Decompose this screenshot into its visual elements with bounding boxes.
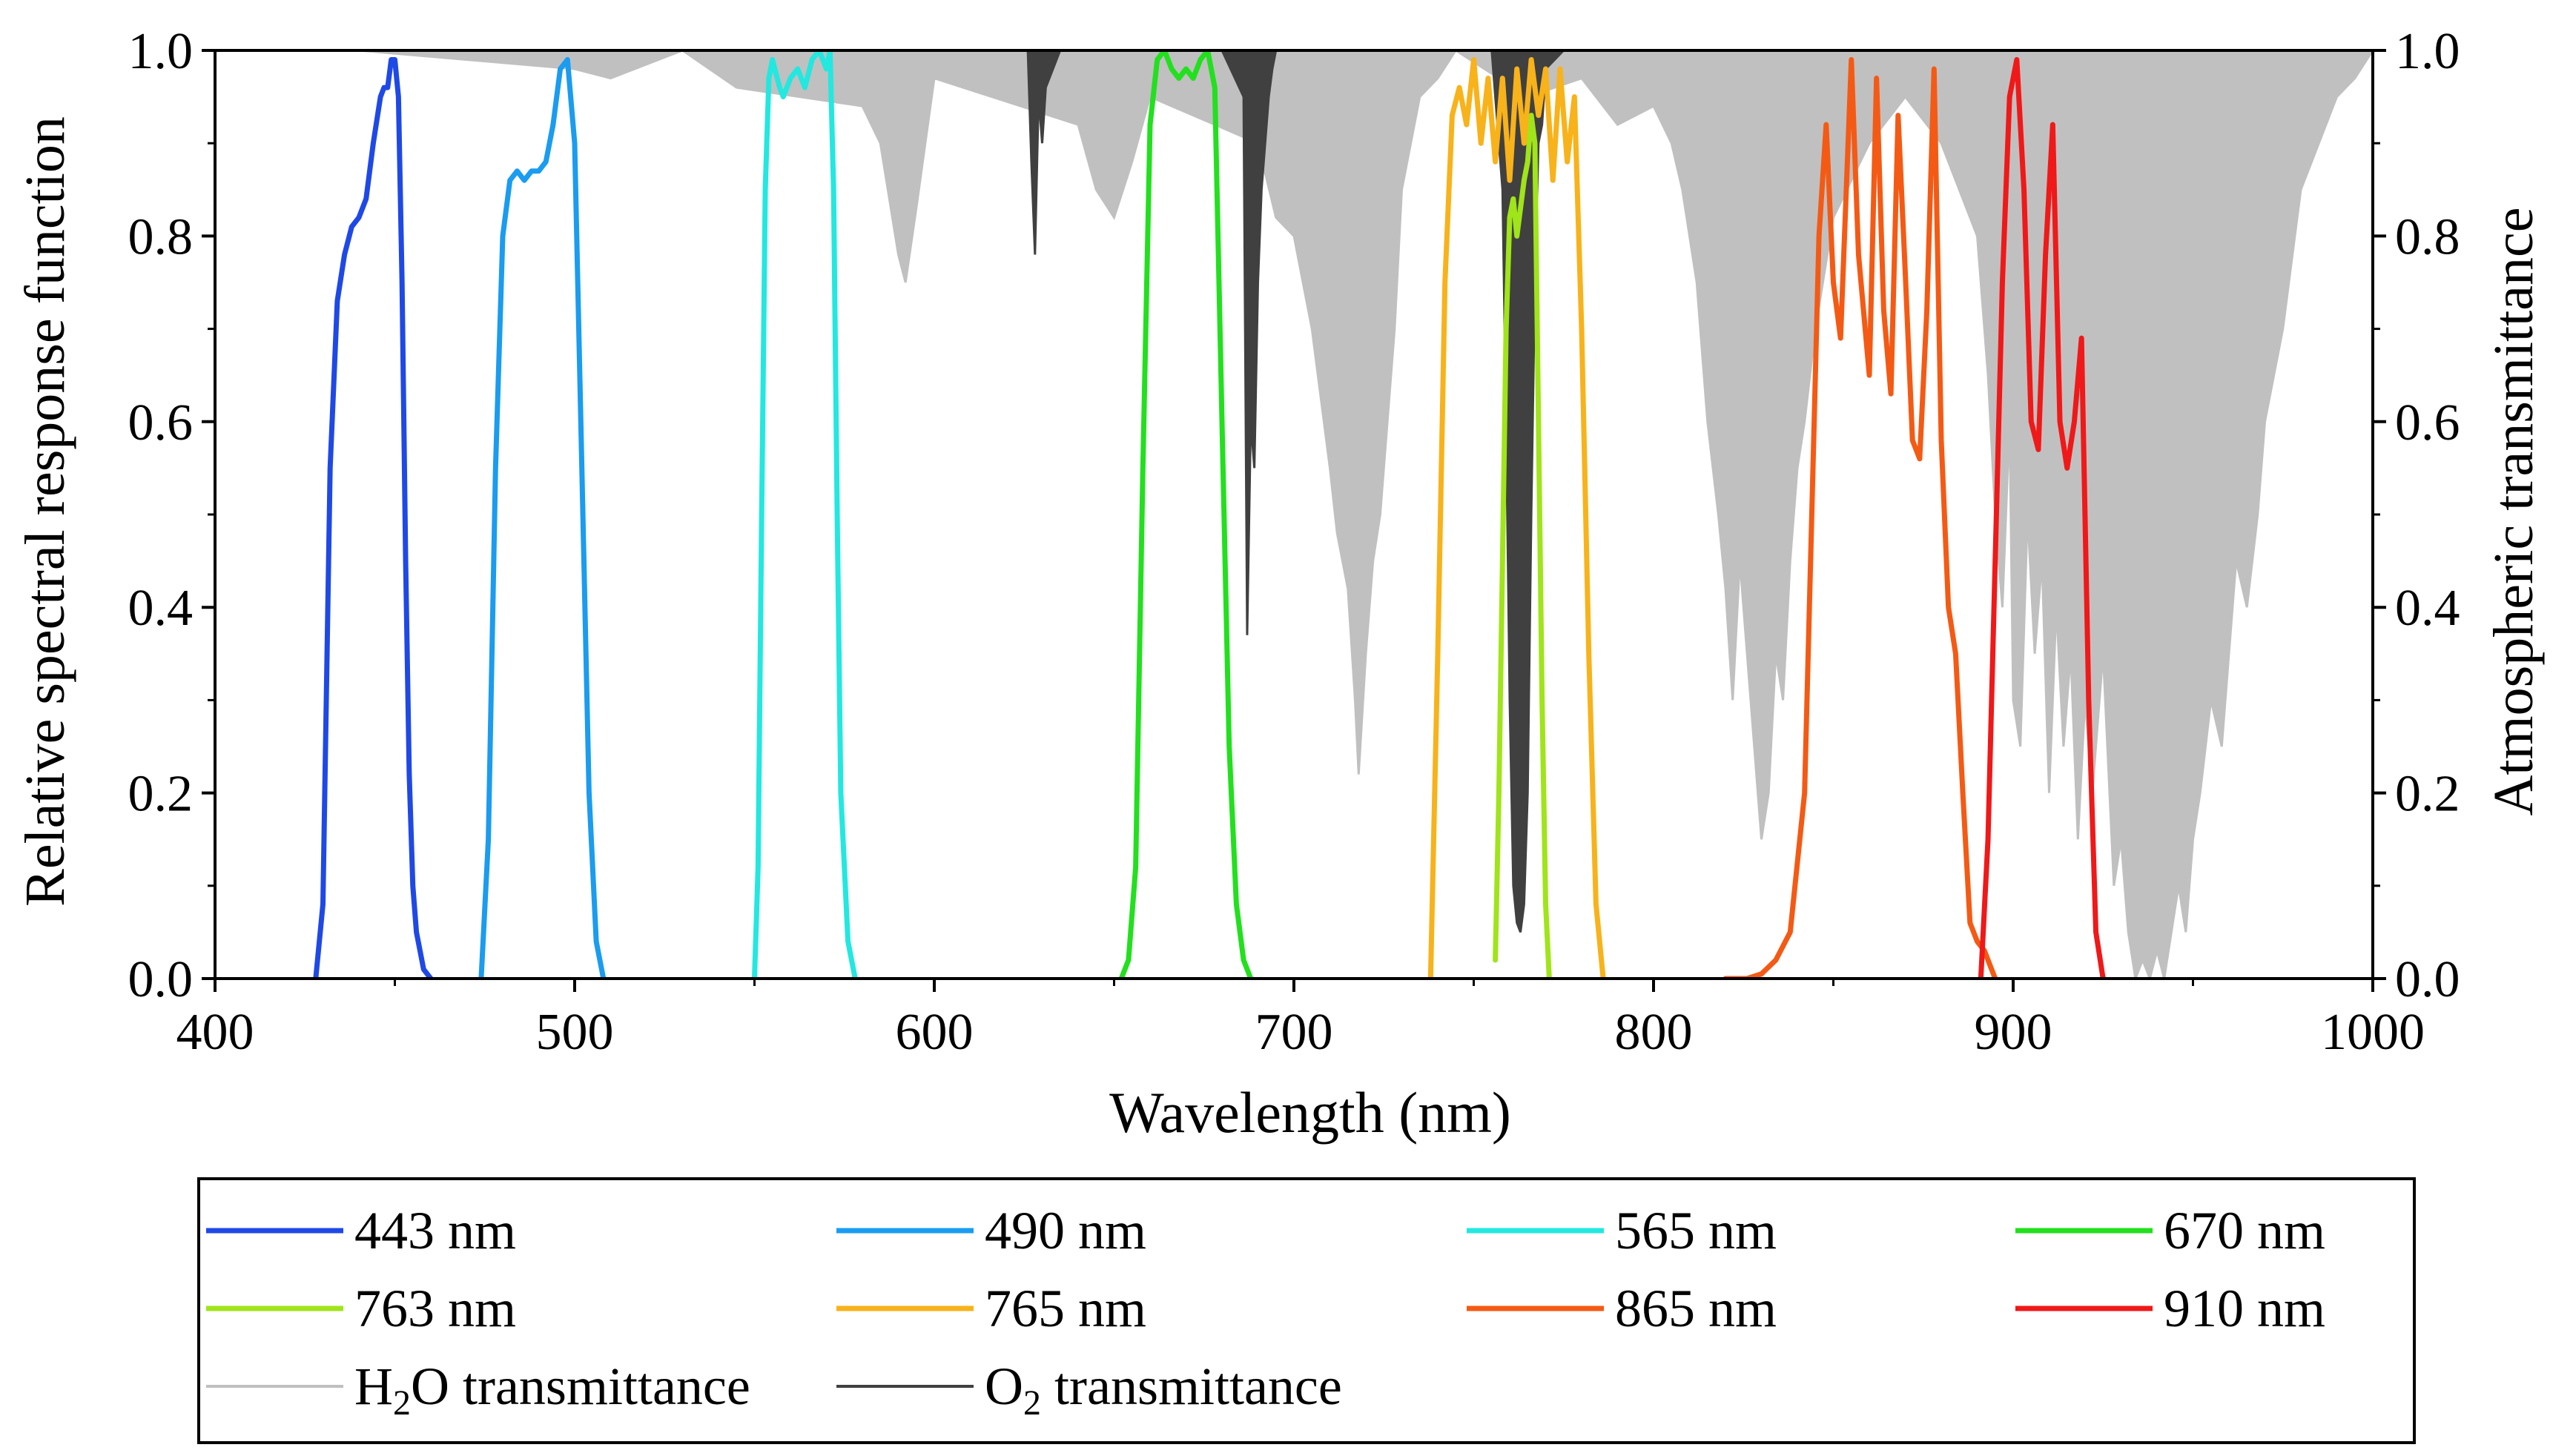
series-763-nm [1493, 113, 1552, 979]
legend-label-865-nm: 865 nm [1615, 1279, 1777, 1338]
y-tick-label: 0.8 [128, 208, 194, 265]
series-670-nm [1118, 50, 1254, 979]
legend-label-765-nm: 765 nm [985, 1279, 1146, 1338]
y2-axis-title: Atmospheric transmittance [2483, 208, 2545, 816]
legend-label-443-nm: 443 nm [354, 1201, 516, 1260]
series-443-nm [313, 57, 434, 979]
y-tick-label: 1.0 [128, 23, 194, 80]
series-490-nm [478, 57, 607, 979]
legend-label-h2o-transmittance: H2O transmittance [354, 1357, 750, 1423]
legend-label-565-nm: 565 nm [1615, 1201, 1777, 1260]
legend: 443 nm 490 nm 565 nm 670 nm 763 nm 765 nm 865 … [197, 1177, 2416, 1444]
legend-label-490-nm: 490 nm [985, 1201, 1146, 1260]
y-tick-label: 0.2 [128, 766, 194, 823]
y2-tick-label: 1.0 [2395, 23, 2460, 80]
x-tick-label: 600 [896, 1004, 974, 1061]
series-565-nm [752, 50, 858, 979]
legend-label-o2-transmittance: O2 transmittance [985, 1357, 1342, 1423]
x-tick-label: 1000 [2321, 1004, 2425, 1061]
y2-tick-label: 0.2 [2395, 766, 2460, 823]
y-axis-title: Relative spectral response function [14, 116, 76, 907]
series-765-nm [1427, 57, 1606, 979]
x-tick-label: 900 [1975, 1004, 2052, 1061]
y2-tick-label: 0.8 [2395, 208, 2460, 265]
series-910-nm [1978, 57, 2106, 979]
x-axis-title: Wavelength (nm) [1109, 1080, 1511, 1145]
series-h2o-transmittance [215, 50, 2373, 979]
y-tick-label: 0.0 [128, 951, 194, 1008]
y-tick-label: 0.4 [128, 580, 194, 637]
legend-label-670-nm: 670 nm [2164, 1201, 2325, 1260]
legend-label-910-nm: 910 nm [2164, 1279, 2325, 1338]
y2-tick-label: 0.4 [2395, 580, 2460, 637]
legend-label-763-nm: 763 nm [354, 1279, 516, 1338]
series-865-nm [1723, 57, 1998, 979]
y2-tick-label: 0.6 [2395, 394, 2460, 451]
x-tick-label: 700 [1255, 1004, 1333, 1061]
y2-tick-label: 0.0 [2395, 951, 2460, 1008]
x-tick-label: 800 [1615, 1004, 1693, 1061]
x-tick-label: 500 [536, 1004, 614, 1061]
y-tick-label: 0.6 [128, 394, 194, 451]
x-tick-label: 400 [176, 1004, 254, 1061]
